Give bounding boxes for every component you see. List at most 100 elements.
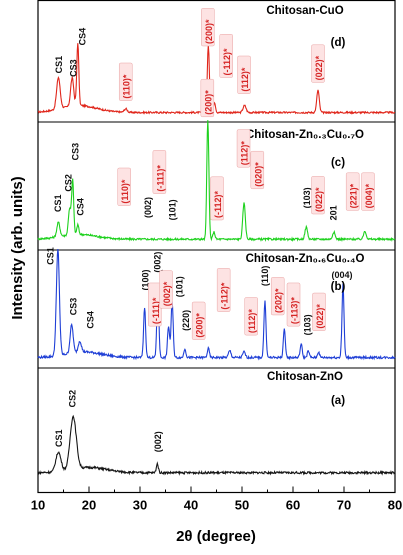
peak-label-text: (-112)* [222,48,232,76]
peak-label: (221)* [345,172,360,211]
peak-label-box [219,34,233,78]
series-title: Chitosan-Zn₀.₃Cu₀.₇O [246,129,364,141]
peak-label-text: CS2 [64,174,74,192]
peak-label-text: (200)* [203,90,213,115]
peak-label-box [191,301,206,340]
peak-label-text: (103) [302,314,312,335]
peak-label: (002) [143,197,153,218]
series-title: Chitosan-CuO [266,5,343,17]
peak-label: (002) [153,431,163,452]
peak-label-text: CS1 [54,56,64,74]
spectrum-line [37,414,396,476]
peak-label-text: (112)* [247,309,257,334]
peak-label-text: CS4 [77,28,87,46]
peak-label-text: (200)* [195,313,205,338]
spectrum-line [37,248,396,361]
peak-label-box [117,167,131,206]
peak-label-text: (004) [331,270,352,280]
peak-label-text: CS1 [53,194,63,212]
peak-label-text: (004)* [364,183,374,208]
panel-tag: (c) [331,157,345,169]
peak-label-box [237,55,251,94]
peak-label-text: CS2 [68,390,78,408]
peak-label-text: (202)* [274,288,284,313]
peak-label-box [159,270,173,309]
peak-label: CS1 [54,429,64,447]
peak-label: (022)* [312,292,326,331]
peak-label-box [244,297,258,336]
x-tick-label: 70 [337,498,351,513]
peak-label: 201 [328,205,338,220]
plot-frame [37,0,396,494]
peak-label-text: (-111)* [151,297,161,324]
peak-label-box [270,277,285,316]
sample-bands [38,121,395,369]
peak-label-text: (103) [302,187,312,208]
peak-label: CS4 [86,311,96,329]
panel-tag: (d) [331,37,346,49]
peak-label-box [118,62,133,101]
peak-label-text: (100) [141,270,151,291]
peak-label: (200)* [191,301,206,340]
peak-label-text: (022)* [315,304,325,329]
peak-label-text: (022)* [314,55,324,80]
peak-label-text: (112)* [240,141,250,166]
peak-label: CS1 [46,247,56,265]
peak-label: (002)* [159,270,173,309]
peak-label-text: (002) [152,252,162,273]
peak-labels: Chitosan-CuO (d) CS1 CS3 CS4 (110)* (200)* (-11… [46,5,375,452]
panel-tag: (b) [331,281,346,293]
peak-label: (112)* [244,297,258,336]
peak-label-text: (-112)* [220,282,230,310]
peak-label: (200)* [200,78,215,118]
peak-label-text: (-111)* [155,165,165,192]
x-axis-label: 2θ (degree) [176,528,256,545]
peak-label: (004) [331,270,352,280]
peak-label: (022)* [311,44,325,83]
x-tick-label: 80 [388,498,402,513]
x-tick-label: 30 [133,498,147,513]
peak-label-text: (110) [260,266,270,287]
peak-label: (004)* [361,172,375,211]
x-tick-label: 50 [235,498,249,513]
peak-label: (101) [174,276,184,297]
peak-label-box [286,282,301,327]
peak-label: (002) [152,252,162,273]
series-title: Chitosan-ZnO [267,371,343,383]
peak-label-text: (022)* [314,187,324,212]
peak-label: (200)* [201,8,215,47]
peak-label-text: CS3 [69,59,79,77]
peak-label-box [216,268,231,312]
peak-label-text: (002) [143,197,153,218]
peak-label-box [152,150,167,194]
peak-label-box [311,176,325,215]
peak-label: (020)* [250,150,265,190]
peak-label-text: CS1 [54,429,64,447]
peak-label: CS4 [77,28,87,46]
x-tick-label: 60 [286,498,300,513]
peak-label: (-112)* [216,268,231,312]
peak-label-text: (-112)* [213,190,223,218]
spectrum-line [37,120,396,243]
peak-label-text: (110)* [120,179,130,204]
peak-label-text: CS4 [75,198,85,216]
peak-label: (112)* [237,55,251,94]
series-layer [37,43,396,476]
peak-label: (110) [260,266,270,287]
y-axis-label: Intensity (arb. units) [9,176,26,319]
peak-label-text: CS3 [69,298,79,316]
peak-label-text: 201 [328,205,338,220]
peak-label: CS3 [71,143,81,161]
peak-label: CS4 [75,198,85,216]
peak-label: (-113)* [286,282,301,327]
peak-label-text: (002)* [162,281,172,306]
peak-label: (-112)* [210,176,224,221]
peak-label: (-111)* [152,150,167,194]
peak-label: (103) [302,187,312,208]
peak-label-box [311,44,325,83]
peak-label-text: (101) [168,199,178,220]
peak-label-text: (110)* [122,74,132,99]
spectrum-line [37,43,396,115]
